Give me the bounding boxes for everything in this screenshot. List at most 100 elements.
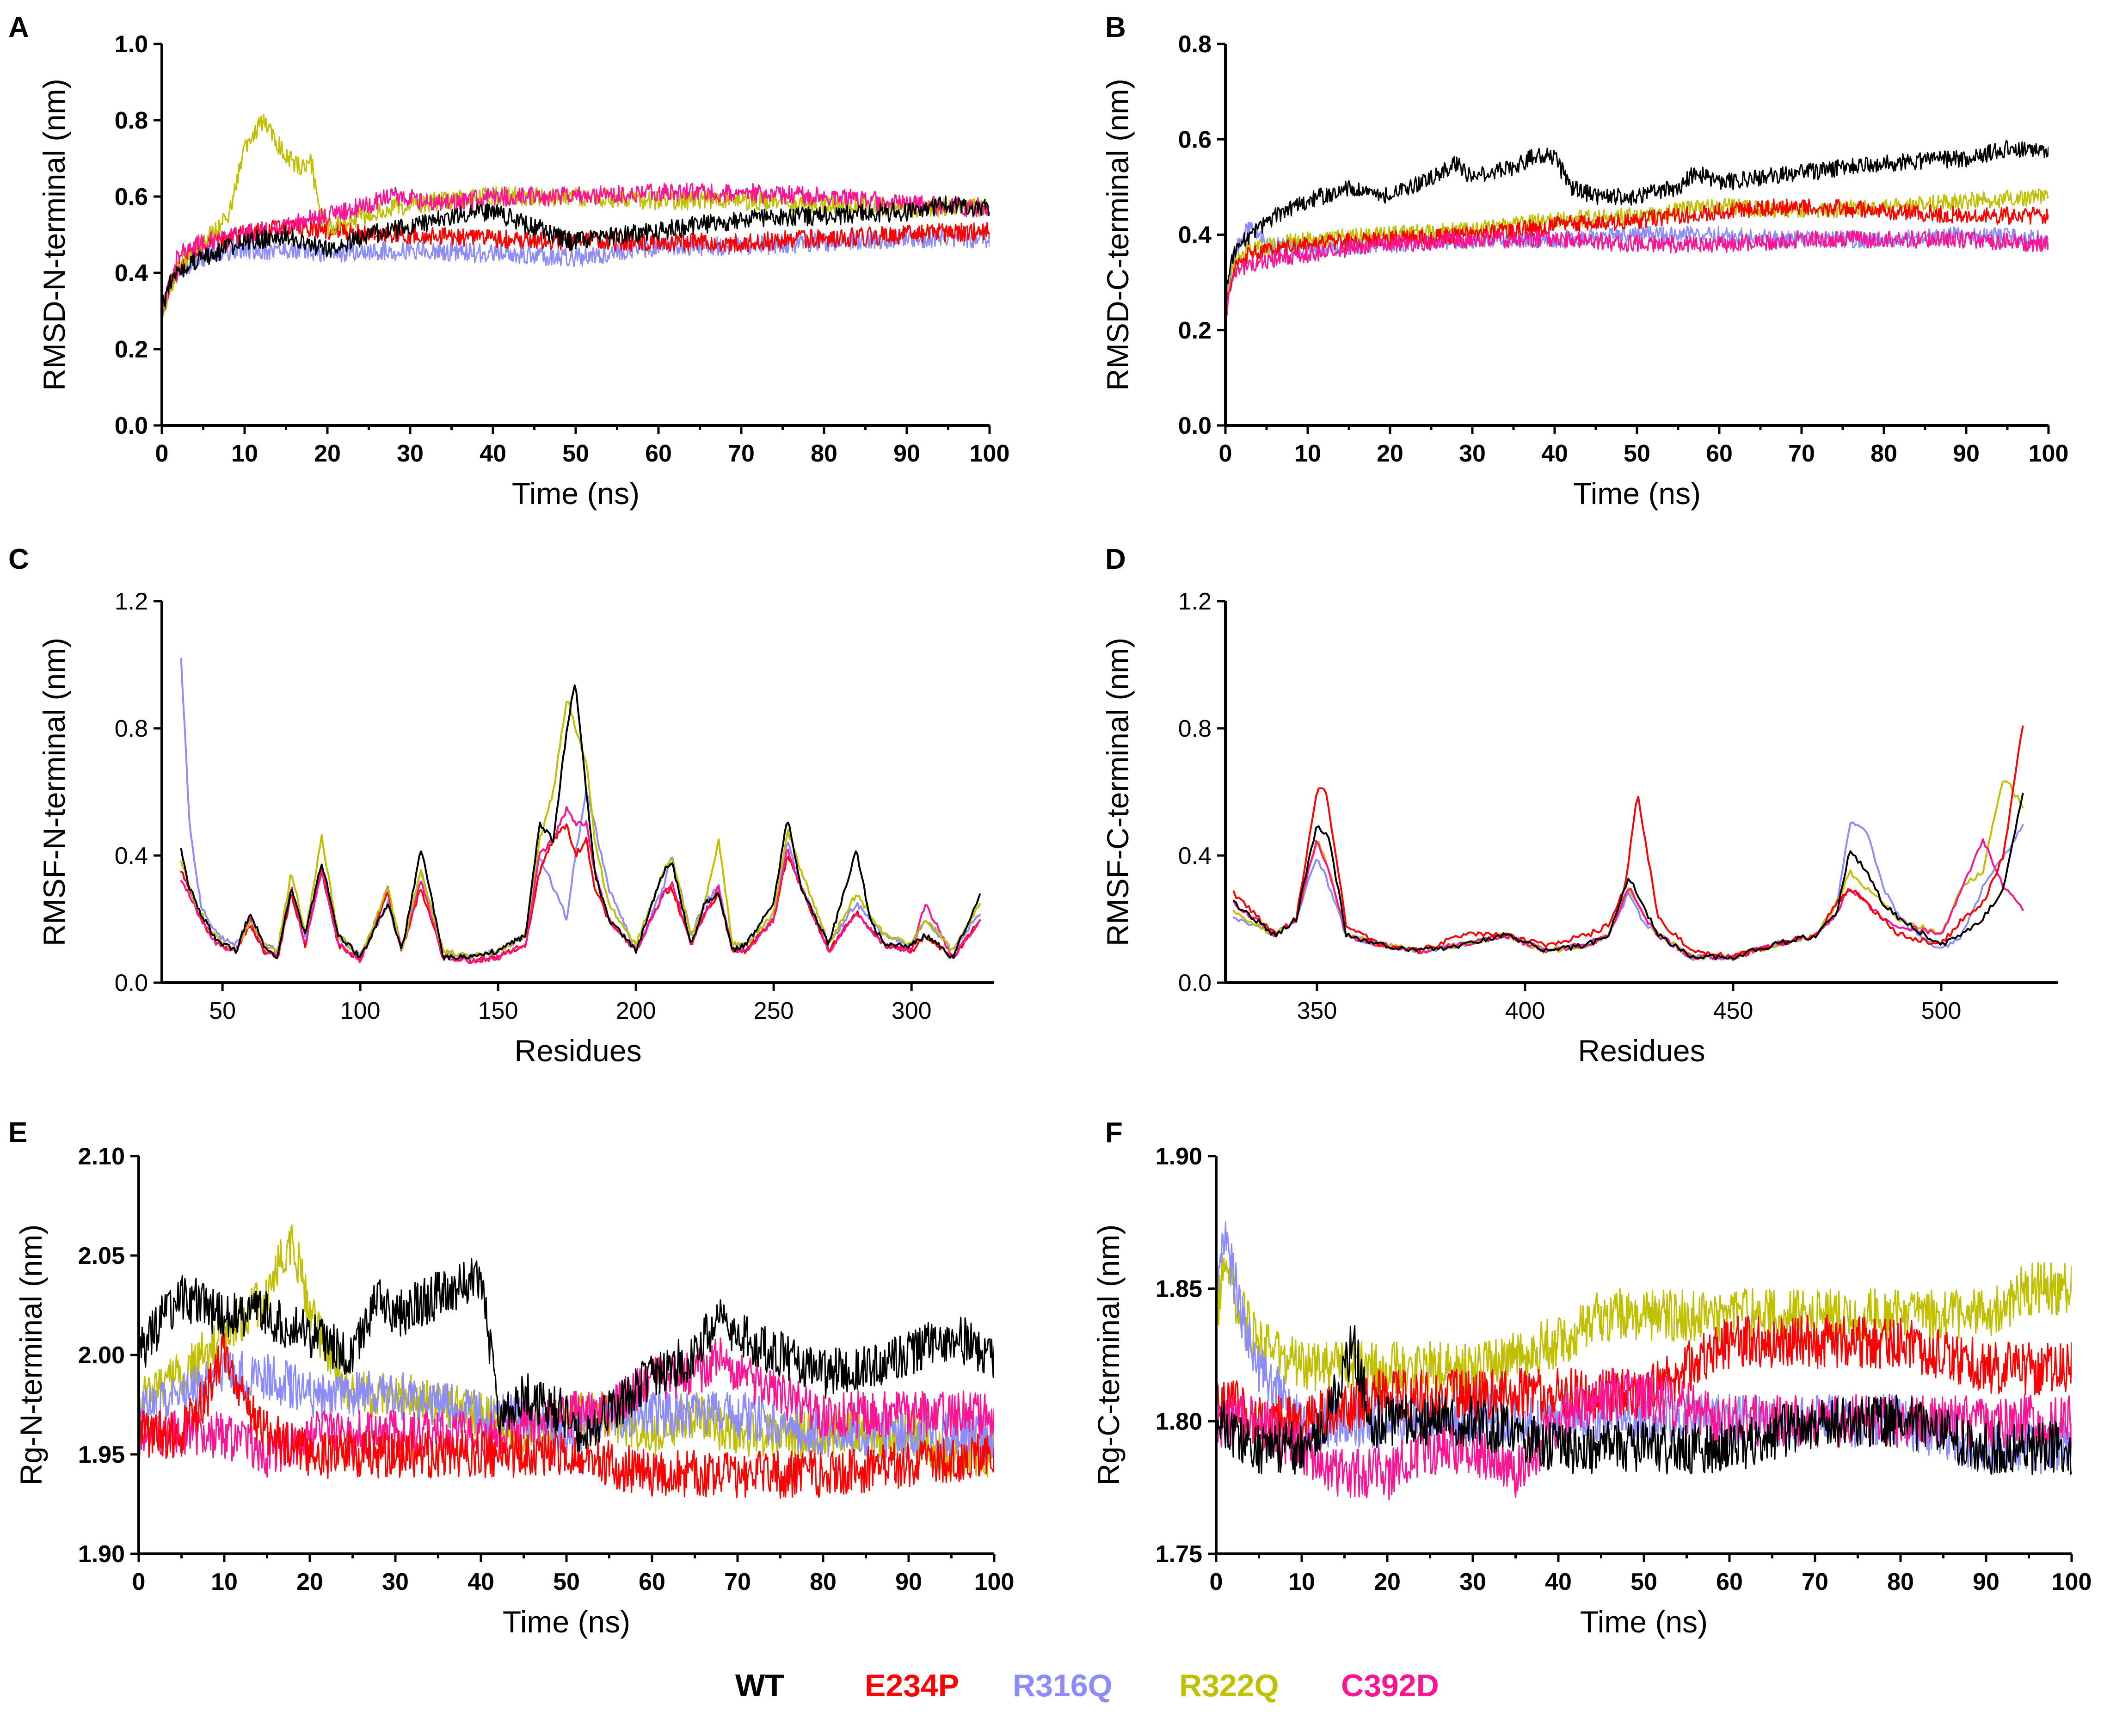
panel-c: C 50 100 150 200 250 300 0.0 0.4 0.8 1.2 Residues RM… — [8, 543, 994, 1068]
x-tick-label: 50 — [1630, 1569, 1657, 1595]
x-tick-label: 40 — [1545, 1569, 1572, 1595]
x-tick-label: 0 — [132, 1569, 146, 1595]
y-tick-label: 1.0 — [115, 31, 148, 58]
x-tick-label: 90 — [1953, 440, 1980, 467]
y-tick-label: 0.4 — [1178, 222, 1212, 249]
x-tick-label: 150 — [478, 997, 518, 1024]
series-wt-line — [1216, 1325, 2072, 1475]
y-axis-title: RMSD-N-terminal (nm) — [37, 79, 71, 391]
y-tick-label: 0.4 — [115, 260, 148, 287]
y-tick-label: 0.8 — [1178, 715, 1212, 742]
series-r322q-line — [1216, 1252, 2072, 1396]
x-tick-label: 20 — [1374, 1569, 1401, 1595]
x-tick-label: 60 — [639, 1569, 665, 1595]
series-wt-line — [180, 684, 981, 960]
panel-e: E 0 10 20 30 40 50 60 70 80 90 100 1.90 1.95 2.00 2.05 2… — [8, 1117, 1014, 1639]
legend-item-wt: WT — [735, 1668, 784, 1703]
x-tick-label: 80 — [1887, 1569, 1914, 1595]
panel-f: F 0 10 20 30 40 50 60 70 80 90 100 1.75 1.80 1.85 1.90 T… — [1091, 1117, 2092, 1639]
panel-letter-b: B — [1105, 12, 1126, 43]
x-tick-label: 100 — [2052, 1569, 2092, 1595]
series-wt-line — [1233, 793, 2024, 960]
x-tick-label: 30 — [397, 440, 424, 467]
x-tick-label: 350 — [1297, 997, 1337, 1024]
x-tick-label: 500 — [1921, 997, 1962, 1024]
y-tick-label: 2.05 — [78, 1243, 125, 1269]
x-tick-label: 100 — [340, 997, 381, 1024]
x-tick-label: 60 — [1706, 440, 1733, 467]
x-tick-label: 100 — [2029, 440, 2069, 467]
panel-letter-e: E — [8, 1117, 27, 1149]
y-axis-title: Rg-N-terminal (nm) — [14, 1225, 48, 1486]
x-tick-label: 100 — [974, 1569, 1015, 1595]
series-c392d-line — [162, 182, 990, 318]
series-wt-line — [139, 1258, 994, 1452]
series-group — [162, 114, 990, 318]
x-tick-label: 450 — [1713, 997, 1753, 1024]
y-tick-label: 0.6 — [115, 184, 148, 210]
series-wt-line — [162, 195, 990, 307]
x-tick-label: 80 — [1870, 440, 1897, 467]
y-tick-label: 1.75 — [1156, 1541, 1202, 1568]
y-axis-title: Rg-C-terminal (nm) — [1091, 1225, 1126, 1486]
series-e234p-line — [180, 823, 981, 964]
y-tick-label: 1.90 — [1156, 1143, 1202, 1170]
x-axis-title: Time (ns) — [512, 476, 640, 511]
x-tick-label: 10 — [211, 1569, 238, 1595]
x-tick-label: 90 — [893, 440, 920, 467]
x-tick-label: 70 — [1802, 1569, 1828, 1595]
series-group — [139, 1224, 994, 1499]
legend-item-e234p: E234P — [865, 1668, 959, 1703]
x-tick-label: 60 — [1716, 1569, 1743, 1595]
series-c392d-line — [1216, 1367, 2072, 1501]
y-tick-label: 0.0 — [115, 970, 148, 997]
y-tick-label: 1.85 — [1156, 1276, 1202, 1303]
series-r322q-line — [180, 701, 981, 960]
y-tick-label: 1.2 — [1178, 588, 1212, 615]
panel-letter-c: C — [8, 543, 29, 575]
x-tick-label: 90 — [895, 1569, 922, 1595]
y-tick-label: 0.8 — [1178, 31, 1212, 58]
x-axis-title: Time (ns) — [1580, 1605, 1708, 1639]
legend-item-c392d: C392D — [1341, 1668, 1439, 1703]
legend-item-r322q: R322Q — [1179, 1668, 1279, 1703]
x-tick-label: 400 — [1505, 997, 1545, 1024]
series-e234p-line — [1233, 725, 2024, 961]
series-group — [1225, 140, 2049, 328]
x-axis-title: Residues — [514, 1034, 641, 1068]
y-tick-label: 0.8 — [115, 107, 148, 134]
x-tick-label: 40 — [1541, 440, 1568, 467]
y-tick-label: 1.2 — [115, 588, 148, 615]
x-axis-title: Time (ns) — [503, 1605, 630, 1639]
x-axis-title: Time (ns) — [1573, 476, 1701, 511]
y-axis-title: RMSF-N-terminal (nm) — [37, 638, 71, 946]
y-tick-label: 0.2 — [115, 336, 148, 363]
x-tick-label: 10 — [231, 440, 258, 467]
panel-letter-a: A — [8, 12, 29, 43]
series-group — [1216, 1221, 2072, 1501]
x-tick-label: 0 — [1210, 1569, 1223, 1595]
x-tick-label: 60 — [645, 440, 672, 467]
x-tick-label: 30 — [1459, 440, 1486, 467]
y-tick-label: 0.4 — [115, 843, 148, 869]
x-tick-label: 20 — [296, 1569, 323, 1595]
x-tick-label: 30 — [1459, 1569, 1486, 1595]
x-tick-label: 20 — [314, 440, 341, 467]
x-tick-label: 10 — [1288, 1569, 1315, 1595]
series-r322q-line — [162, 114, 990, 315]
y-tick-label: 1.90 — [78, 1541, 125, 1568]
panels: A0 10 20 30 40 50 60 70 80 90 1000.00.20.40.60.81.… — [8, 12, 2092, 1639]
x-tick-label: 40 — [480, 440, 506, 467]
x-axis-title: Residues — [1578, 1034, 1705, 1068]
series-e234p-line — [1225, 198, 2049, 314]
x-tick-label: 80 — [811, 440, 837, 467]
series-r316q-line — [1216, 1221, 2072, 1475]
panel-letter-f: F — [1105, 1117, 1123, 1149]
x-tick-label: 0 — [1219, 440, 1232, 467]
panel-d: D 350 400 450 500 0.0 0.4 0.8 1.2 Residues RMSF-C-… — [1101, 543, 2058, 1068]
y-tick-label: 2.00 — [78, 1342, 125, 1369]
y-tick-label: 1.95 — [78, 1441, 125, 1468]
x-tick-label: 20 — [1377, 440, 1403, 467]
x-tick-label: 30 — [382, 1569, 409, 1595]
x-tick-label: 200 — [616, 997, 656, 1024]
